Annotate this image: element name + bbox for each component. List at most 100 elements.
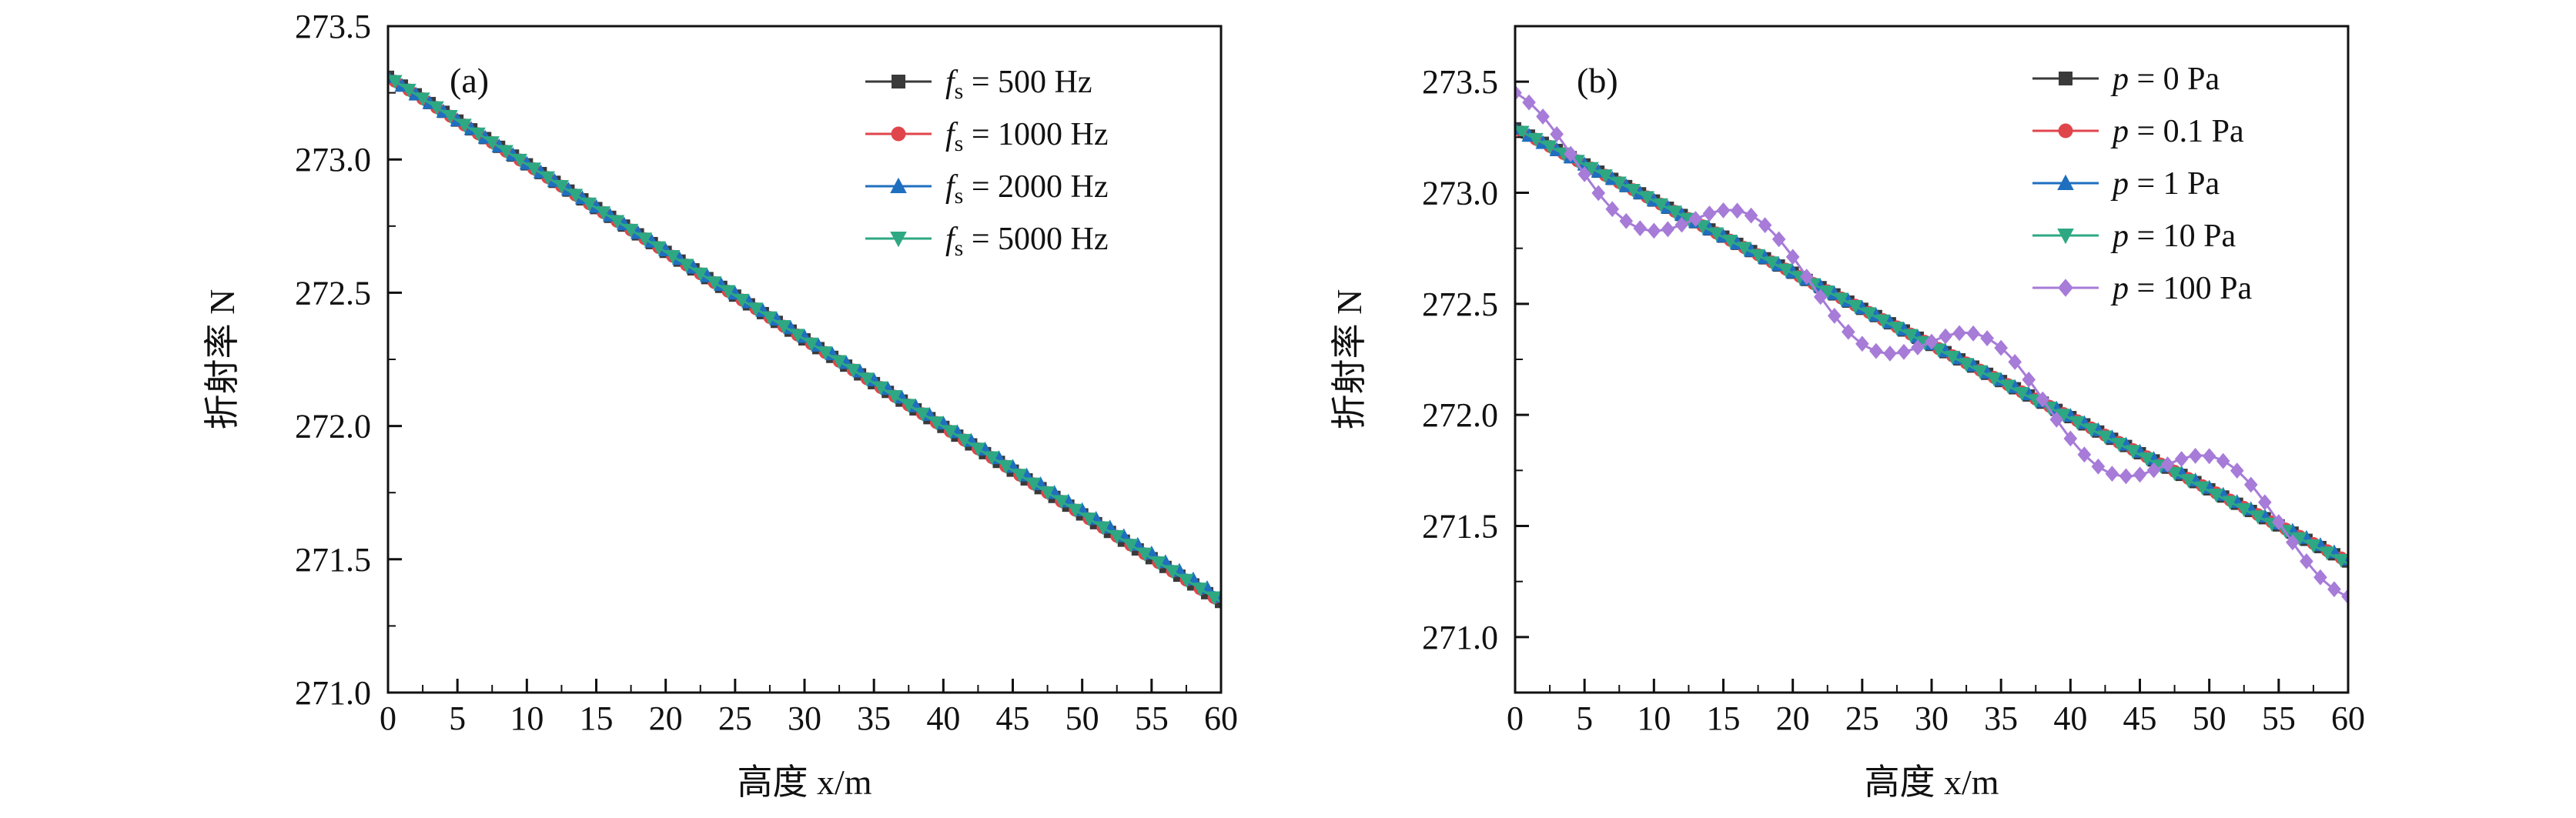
- data-point: [2216, 452, 2230, 469]
- x-tick-label: 60: [2331, 699, 2365, 737]
- legend-marker: [2058, 279, 2073, 297]
- y-tick-label: 271.0: [1422, 619, 1498, 656]
- data-point: [2202, 448, 2216, 465]
- x-tick-label: 35: [1984, 699, 2018, 737]
- data-point: [1730, 202, 1745, 219]
- data-point: [2125, 445, 2141, 459]
- y-tick-label: 272.5: [1422, 285, 1498, 323]
- x-tick-label: 35: [857, 699, 891, 737]
- data-point: [1577, 165, 1591, 182]
- data-point: [1591, 185, 1605, 202]
- legend-entry: p = 1 Pa: [2032, 166, 2220, 202]
- data-point: [1994, 339, 2008, 356]
- panel-b: 0 5 10 15 20 25 30 35 40 45 50 55 60 271.0 271.5 272.0 2…: [1330, 25, 2365, 802]
- data-point: [1619, 212, 1634, 229]
- legend-entry: fs = 1000 Hz: [865, 117, 1109, 156]
- legend-marker: [891, 126, 906, 142]
- data-point: [2292, 532, 2307, 546]
- y-tick-label: 272.0: [295, 408, 371, 446]
- y-tick-label: 271.5: [295, 541, 371, 579]
- x-tick-label: 5: [1576, 699, 1593, 737]
- x-tick-label: 20: [649, 699, 683, 737]
- data-point: [1151, 556, 1166, 571]
- y-tick-label: 273.5: [295, 8, 371, 45]
- series-4: [1515, 85, 2348, 605]
- data-point: [637, 232, 653, 247]
- data-point: [1939, 328, 1952, 345]
- data-point: [1688, 211, 1703, 227]
- data-point: [567, 189, 584, 203]
- data-point: [1597, 169, 1613, 184]
- data-point: [595, 206, 611, 221]
- data-point: [762, 311, 778, 326]
- y-tick-label: 273.5: [1422, 63, 1498, 101]
- data-point: [1785, 249, 1800, 265]
- data-point: [734, 293, 750, 308]
- data-point: [2243, 476, 2258, 493]
- data-point: [1123, 539, 1139, 553]
- data-point: [2008, 353, 2022, 370]
- legend-label: p = 1 Pa: [2110, 166, 2220, 202]
- data-point: [1012, 469, 1028, 483]
- data-point: [1813, 289, 1828, 305]
- legend-marker: [2057, 229, 2074, 245]
- data-point: [1605, 201, 1620, 218]
- data-point: [873, 381, 888, 396]
- data-point: [1515, 125, 1530, 140]
- data-point: [1722, 234, 1738, 249]
- data-point: [1820, 285, 1835, 299]
- data-point: [2236, 502, 2252, 517]
- data-point: [1674, 216, 1689, 233]
- data-point: [470, 127, 486, 142]
- data-point: [2069, 416, 2085, 430]
- data-point: [1750, 249, 1766, 263]
- data-point: [1827, 307, 1842, 324]
- x-tick-label: 0: [380, 699, 396, 737]
- x-tick-label: 0: [1507, 699, 1524, 737]
- data-point: [1834, 292, 1849, 307]
- data-point: [2049, 411, 2064, 428]
- data-point: [790, 329, 805, 343]
- legend-label: p = 0.1 Pa: [2110, 114, 2244, 149]
- data-point: [1661, 221, 1675, 238]
- legend-label: fs = 5000 Hz: [945, 222, 1109, 261]
- data-point: [1096, 521, 1111, 536]
- legend-entry: fs = 2000 Hz: [865, 169, 1109, 209]
- panel-a: 0 5 10 15 20 25 30 35 40 45 50 55 60 271.0 271.5 272.0 2…: [202, 8, 1238, 802]
- legend-marker: [2058, 123, 2073, 139]
- data-point: [429, 101, 444, 115]
- legend-marker: [892, 75, 905, 88]
- x-tick-label: 40: [926, 699, 960, 737]
- x-tick-label: 30: [788, 699, 821, 737]
- data-point: [845, 363, 861, 378]
- data-point: [2174, 451, 2189, 467]
- data-point: [2327, 581, 2341, 598]
- data-point: [2036, 391, 2050, 408]
- data-point: [721, 285, 736, 299]
- data-point: [1054, 495, 1069, 509]
- data-point: [1931, 343, 1946, 358]
- plot-area: [388, 68, 1221, 609]
- data-point: [984, 451, 1000, 466]
- data-point: [818, 346, 833, 361]
- y-axis-title: 折射率 N: [202, 289, 242, 430]
- x-tick-label: 15: [580, 699, 614, 737]
- data-point: [1799, 269, 1814, 285]
- data-point: [1165, 565, 1180, 579]
- data-point: [1972, 365, 1988, 379]
- data-point: [2300, 553, 2313, 569]
- data-point: [2188, 447, 2203, 464]
- y-tick-label: 271.0: [295, 674, 371, 712]
- data-point: [1708, 227, 1725, 242]
- data-point: [1639, 191, 1654, 205]
- data-point: [2105, 466, 2119, 482]
- legend: p = 0 Pa p = 0.1 Pa p = 1 Pa p = 10 Pa p = 1…: [2032, 62, 2253, 306]
- data-point: [2209, 488, 2224, 502]
- data-point: [1883, 345, 1897, 362]
- data-point: [1869, 342, 1883, 359]
- data-point: [1542, 140, 1557, 155]
- data-point: [1515, 85, 1522, 101]
- data-point: [2223, 496, 2238, 510]
- x-tick-label: 30: [1915, 699, 1949, 737]
- data-point: [1959, 358, 1974, 372]
